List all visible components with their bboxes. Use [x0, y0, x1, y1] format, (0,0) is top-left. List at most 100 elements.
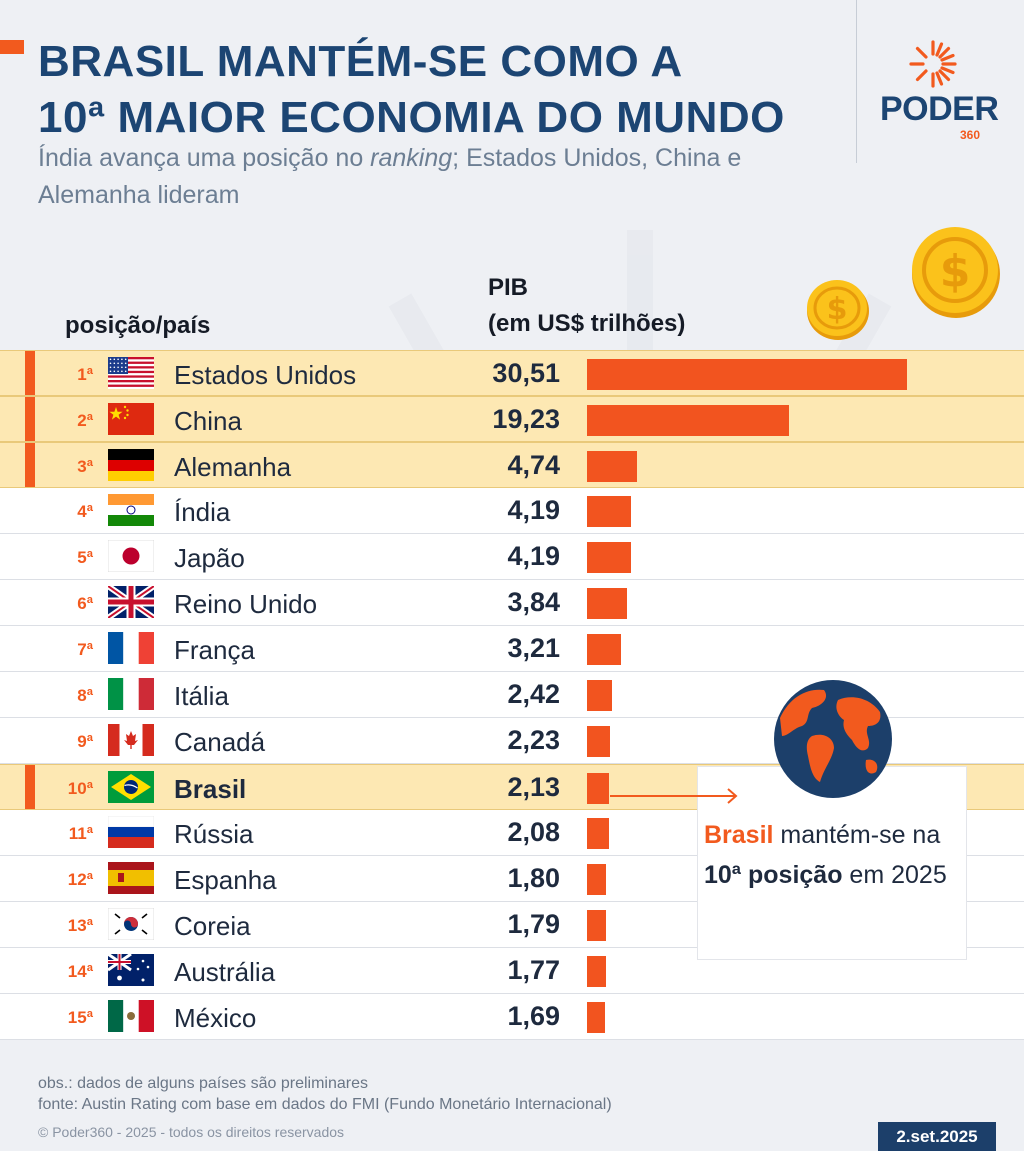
country-name: China [174, 406, 242, 436]
highlight-marker [25, 397, 35, 441]
rank-label: 11ª [68, 824, 93, 843]
title-line-2: 10ª MAIOR ECONOMIA DO MUNDO [38, 93, 785, 142]
svg-text:$: $ [827, 292, 848, 327]
sun-logo-icon [909, 40, 957, 88]
flag-icon [108, 724, 154, 756]
subtitle-emphasis: ranking [370, 144, 453, 172]
gdp-bar [587, 542, 631, 573]
country-name: Canadá [174, 727, 266, 757]
country-name: Austrália [174, 957, 276, 987]
coin-dollar-icon: $ [912, 227, 1000, 318]
flag-icon [108, 632, 154, 664]
highlight-marker [25, 765, 35, 809]
callout-country: Brasil [704, 821, 774, 849]
title-line-1: BRASIL MANTÉM-SE COMO A [38, 37, 683, 86]
column-header-value: PIB (em US$ trilhões) [488, 270, 685, 342]
subtitle-part-1: Índia avança uma posição no [38, 144, 371, 172]
flag-icon [108, 357, 154, 389]
highlight-marker [25, 351, 35, 395]
value-label: 19,23 [492, 404, 560, 434]
country-name: França [174, 635, 255, 665]
rank-label: 1ª [77, 365, 93, 384]
gdp-bar [587, 405, 789, 436]
gdp-bar [587, 956, 606, 987]
country-name: Japão [174, 543, 245, 573]
country-name: Reino Unido [174, 589, 318, 619]
gdp-bar [587, 588, 628, 619]
rank-label: 5ª [77, 548, 93, 567]
country-name: Espanha [174, 865, 277, 895]
value-label: 1,69 [507, 1001, 560, 1031]
date-badge: 2.set.2025 [878, 1122, 996, 1151]
subtitle-part-2: ; Estados Unidos, China e Alemanha lider… [38, 144, 742, 209]
table-row: 1ª Estados Unidos 30,51 [0, 350, 1024, 396]
table-row: 4ª Índia 4,19 [0, 488, 1024, 534]
table-row: 7ª França 3,21 [0, 626, 1024, 672]
column-header-value-line-2: (em US$ trilhões) [488, 310, 686, 337]
flag-icon [108, 586, 154, 618]
rank-label: 10ª [67, 779, 93, 798]
country-name: Brasil [174, 774, 247, 804]
country-name: Itália [174, 681, 229, 711]
country-name: Rússia [174, 819, 254, 849]
table-row: 3ª Alemanha 4,74 [0, 442, 1024, 488]
page-subtitle: Índia avança uma posição no ranking; Est… [38, 140, 818, 214]
gdp-bar [587, 818, 609, 849]
flag-icon [108, 403, 154, 435]
column-header-country: posição/país [65, 312, 211, 339]
callout-text: Brasil mantém-se na 10ª posição em 2025 [704, 815, 966, 895]
arrow-right-icon [610, 788, 738, 804]
gdp-bar [587, 726, 611, 757]
highlight-marker [25, 443, 35, 487]
gdp-bar [587, 496, 631, 527]
value-label: 2,42 [507, 679, 560, 709]
rank-label: 14ª [67, 962, 93, 981]
gdp-bar [587, 773, 610, 804]
rank-label: 8ª [77, 686, 93, 705]
brand-number: 360 [960, 128, 981, 142]
copyright: © Poder360 - 2025 - todos os direitos re… [38, 1124, 345, 1140]
table-row: 2ª China 19,23 [0, 396, 1024, 442]
page-title: BRASIL MANTÉM-SE COMO A 10ª MAIOR ECONOM… [38, 34, 785, 146]
brazil-callout: Brasil mantém-se na 10ª posição em 2025 [697, 766, 967, 960]
rank-label: 13ª [67, 916, 93, 935]
rank-label: 2ª [77, 411, 93, 430]
rank-label: 7ª [77, 640, 93, 659]
value-label: 1,80 [507, 863, 560, 893]
gdp-bar [587, 451, 637, 482]
callout-position: 10ª posição [704, 861, 843, 889]
accent-tab [0, 40, 24, 54]
flag-icon [108, 1000, 154, 1032]
value-label: 1,77 [507, 955, 560, 985]
value-label: 2,23 [507, 725, 560, 755]
gdp-bar [587, 359, 907, 390]
value-label: 2,13 [507, 772, 560, 802]
flag-icon [108, 908, 154, 940]
rank-label: 6ª [77, 594, 93, 613]
flag-icon [108, 494, 154, 526]
callout-text-part-4: em 2025 [842, 861, 947, 889]
flag-icon [108, 816, 154, 848]
table-row: 15ª México 1,69 [0, 994, 1024, 1040]
flag-icon [108, 678, 154, 710]
footnote: obs.: dados de alguns países são prelimi… [38, 1075, 368, 1092]
value-label: 4,19 [507, 541, 560, 571]
table-row: 6ª Reino Unido 3,84 [0, 580, 1024, 626]
gdp-bar [587, 1002, 605, 1033]
rank-label: 3ª [77, 457, 93, 476]
table-row: 5ª Japão 4,19 [0, 534, 1024, 580]
flag-icon [108, 540, 154, 572]
flag-icon [108, 954, 154, 986]
coin-dollar-icon: $ [807, 280, 869, 340]
country-name: Coreia [174, 911, 251, 941]
value-label: 3,84 [507, 587, 560, 617]
callout-text-part-2: mantém-se na [773, 821, 941, 849]
rank-label: 15ª [67, 1008, 93, 1027]
country-name: Índia [174, 497, 231, 527]
country-name: Alemanha [174, 452, 292, 482]
country-name: México [174, 1003, 257, 1033]
gdp-bar [587, 864, 606, 895]
rank-label: 9ª [77, 732, 93, 751]
value-label: 30,51 [492, 358, 560, 388]
header-divider [856, 0, 857, 163]
